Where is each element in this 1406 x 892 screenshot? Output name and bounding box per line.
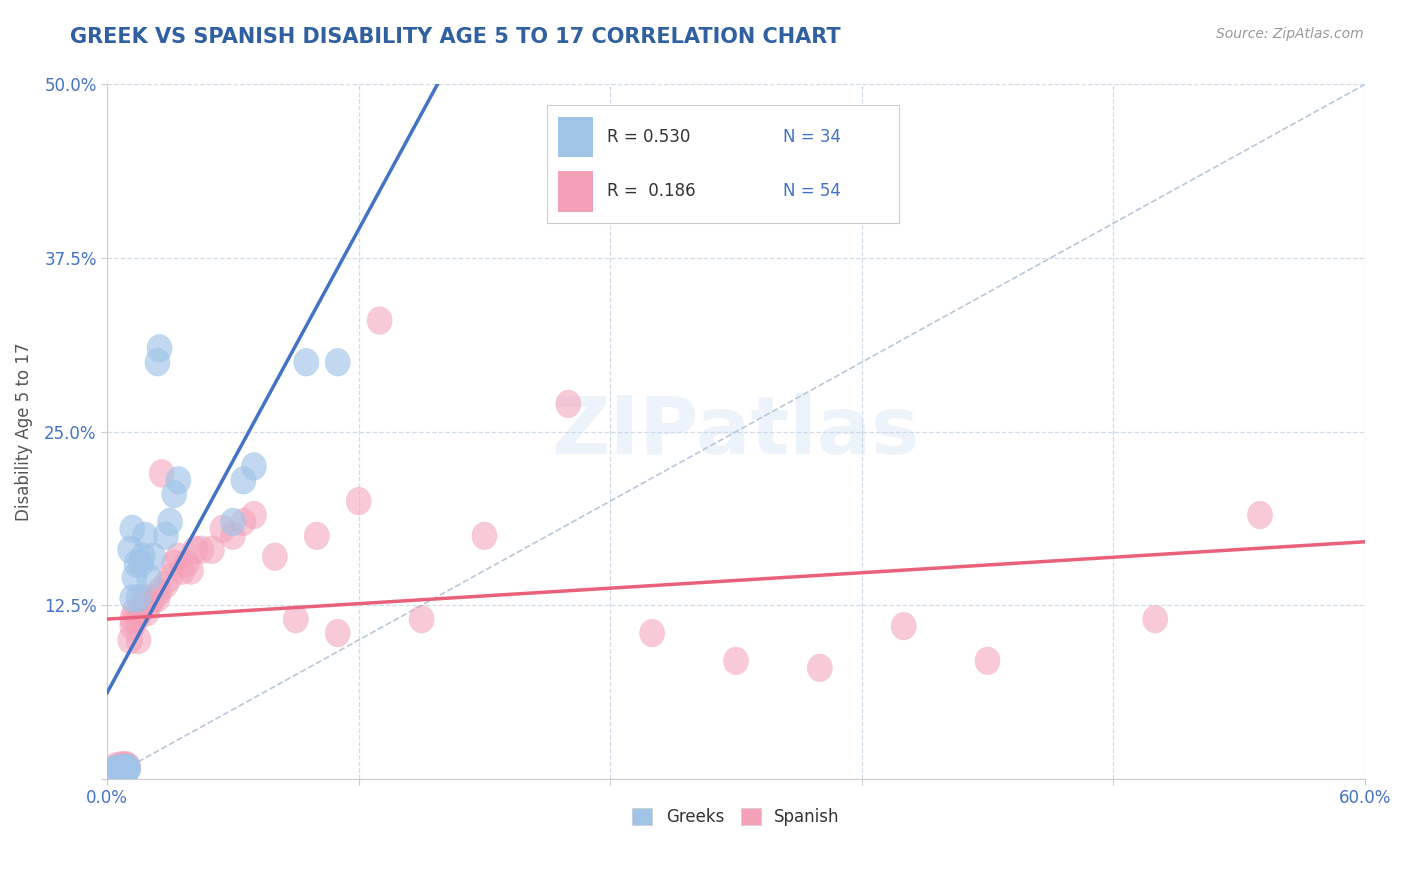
Ellipse shape xyxy=(891,612,917,640)
Text: GREEK VS SPANISH DISABILITY AGE 5 TO 17 CORRELATION CHART: GREEK VS SPANISH DISABILITY AGE 5 TO 17 … xyxy=(70,27,841,46)
Ellipse shape xyxy=(179,557,204,584)
Ellipse shape xyxy=(127,584,152,612)
Ellipse shape xyxy=(148,577,172,606)
Ellipse shape xyxy=(128,599,153,626)
Ellipse shape xyxy=(807,654,832,681)
Ellipse shape xyxy=(170,557,195,584)
Ellipse shape xyxy=(325,619,350,647)
Ellipse shape xyxy=(111,753,136,780)
Ellipse shape xyxy=(162,549,187,577)
Ellipse shape xyxy=(105,758,131,786)
Ellipse shape xyxy=(120,606,145,633)
Ellipse shape xyxy=(131,543,156,571)
Ellipse shape xyxy=(209,515,235,543)
Ellipse shape xyxy=(132,522,157,549)
Legend: Greeks, Spanish: Greeks, Spanish xyxy=(626,802,846,833)
Ellipse shape xyxy=(153,522,179,549)
Ellipse shape xyxy=(242,501,267,529)
Ellipse shape xyxy=(101,756,127,783)
Ellipse shape xyxy=(122,599,148,626)
Ellipse shape xyxy=(105,756,131,783)
Ellipse shape xyxy=(148,334,172,362)
Ellipse shape xyxy=(135,599,159,626)
Ellipse shape xyxy=(221,522,246,549)
Ellipse shape xyxy=(166,467,191,494)
Ellipse shape xyxy=(325,349,350,376)
Ellipse shape xyxy=(114,751,139,779)
Ellipse shape xyxy=(263,543,287,571)
Ellipse shape xyxy=(136,564,162,591)
Ellipse shape xyxy=(107,753,132,780)
Ellipse shape xyxy=(132,584,157,612)
Ellipse shape xyxy=(103,756,128,783)
Ellipse shape xyxy=(115,754,141,781)
Ellipse shape xyxy=(472,522,498,549)
Ellipse shape xyxy=(231,508,256,536)
Ellipse shape xyxy=(101,756,127,784)
Ellipse shape xyxy=(111,756,136,783)
Ellipse shape xyxy=(114,756,139,784)
Ellipse shape xyxy=(98,758,124,786)
Ellipse shape xyxy=(120,515,145,543)
Ellipse shape xyxy=(183,536,208,564)
Ellipse shape xyxy=(115,756,141,783)
Ellipse shape xyxy=(120,612,145,640)
Ellipse shape xyxy=(283,606,308,633)
Ellipse shape xyxy=(157,508,183,536)
Ellipse shape xyxy=(118,626,143,654)
Ellipse shape xyxy=(124,549,149,577)
Ellipse shape xyxy=(231,467,256,494)
Ellipse shape xyxy=(346,487,371,515)
Ellipse shape xyxy=(162,480,187,508)
Ellipse shape xyxy=(103,753,128,780)
Ellipse shape xyxy=(127,626,152,654)
Ellipse shape xyxy=(98,758,124,786)
Ellipse shape xyxy=(174,549,200,577)
Ellipse shape xyxy=(107,756,132,784)
Text: ZIPatlas: ZIPatlas xyxy=(553,392,920,471)
Ellipse shape xyxy=(724,647,748,674)
Ellipse shape xyxy=(118,536,143,564)
Ellipse shape xyxy=(120,584,145,612)
Ellipse shape xyxy=(367,307,392,334)
Ellipse shape xyxy=(188,536,214,564)
Ellipse shape xyxy=(149,459,174,487)
Ellipse shape xyxy=(157,564,183,591)
Ellipse shape xyxy=(122,564,148,591)
Ellipse shape xyxy=(409,606,434,633)
Text: Source: ZipAtlas.com: Source: ZipAtlas.com xyxy=(1216,27,1364,41)
Ellipse shape xyxy=(110,756,135,784)
Ellipse shape xyxy=(640,619,665,647)
Ellipse shape xyxy=(974,647,1000,674)
Ellipse shape xyxy=(136,591,162,619)
Ellipse shape xyxy=(294,349,319,376)
Ellipse shape xyxy=(1143,606,1168,633)
Ellipse shape xyxy=(131,591,156,619)
Ellipse shape xyxy=(304,522,329,549)
Y-axis label: Disability Age 5 to 17: Disability Age 5 to 17 xyxy=(15,343,32,521)
Ellipse shape xyxy=(110,751,135,779)
Ellipse shape xyxy=(111,754,136,781)
Ellipse shape xyxy=(128,549,153,577)
Ellipse shape xyxy=(115,753,141,780)
Ellipse shape xyxy=(555,390,581,417)
Ellipse shape xyxy=(221,508,246,536)
Ellipse shape xyxy=(124,606,149,633)
Ellipse shape xyxy=(200,536,225,564)
Ellipse shape xyxy=(242,452,267,480)
Ellipse shape xyxy=(145,349,170,376)
Ellipse shape xyxy=(145,584,170,612)
Ellipse shape xyxy=(141,584,166,612)
Ellipse shape xyxy=(166,543,191,571)
Ellipse shape xyxy=(153,571,179,599)
Ellipse shape xyxy=(1247,501,1272,529)
Ellipse shape xyxy=(141,543,166,571)
Ellipse shape xyxy=(107,754,132,781)
